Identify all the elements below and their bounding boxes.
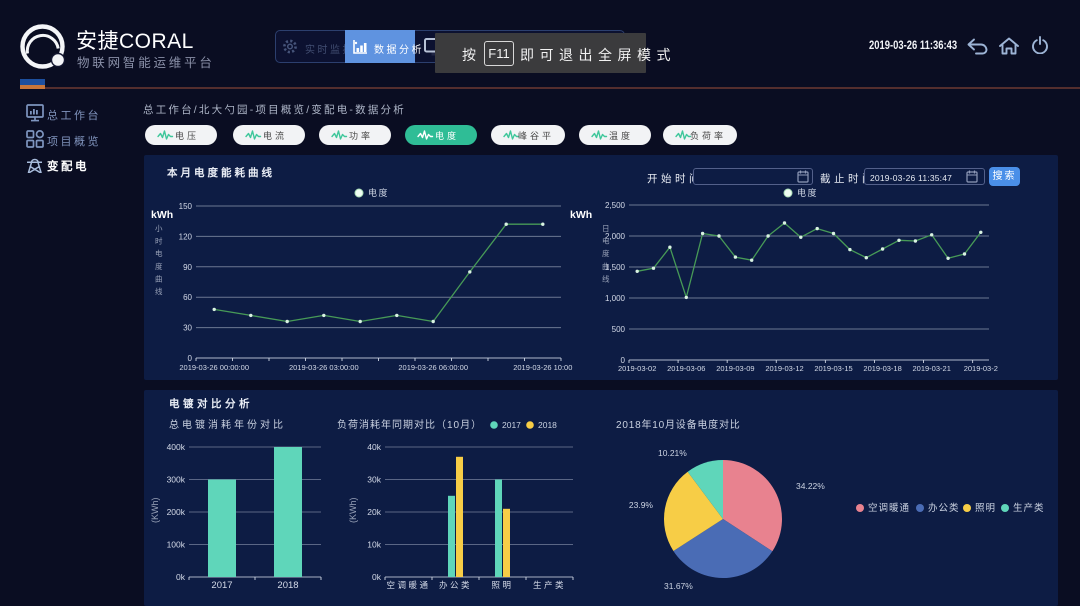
svg-text:电度: 电度: [797, 187, 818, 198]
svg-text:(KWh): (KWh): [348, 498, 358, 524]
svg-text:电度: 电度: [435, 130, 459, 141]
svg-text:20k: 20k: [367, 507, 381, 517]
svg-text:0: 0: [621, 356, 626, 365]
svg-text:300k: 300k: [167, 475, 186, 485]
svg-text:23.9%: 23.9%: [629, 500, 654, 510]
svg-text:2019-03-15: 2019-03-15: [814, 364, 852, 373]
svg-text:电: 电: [602, 236, 610, 246]
svg-text:60: 60: [183, 293, 192, 302]
svg-text:负荷率: 负荷率: [690, 130, 726, 141]
svg-text:34.22%: 34.22%: [796, 481, 825, 491]
svg-text:生产类: 生产类: [1013, 502, 1045, 514]
svg-text:度: 度: [602, 248, 610, 258]
svg-text:电度: 电度: [368, 187, 389, 198]
svg-text:峰谷平: 峰谷平: [518, 131, 554, 141]
svg-text:(KWh): (KWh): [150, 498, 160, 524]
svg-text:电: 电: [155, 248, 163, 258]
svg-text:2019-03-06: 2019-03-06: [667, 364, 705, 373]
svg-text:2019-03-26 06:00:00: 2019-03-26 06:00:00: [398, 363, 468, 372]
svg-text:线: 线: [155, 286, 163, 296]
svg-text:500: 500: [612, 325, 626, 334]
svg-text:总电镀消耗年份对比: 总电镀消耗年份对比: [169, 418, 286, 431]
svg-text:2019-03-26 10:00: 2019-03-26 10:00: [513, 363, 572, 372]
svg-text:2,500: 2,500: [605, 201, 626, 210]
svg-text:100k: 100k: [167, 540, 186, 550]
svg-text:40k: 40k: [367, 442, 381, 452]
svg-text:200k: 200k: [167, 507, 186, 517]
svg-text:kWh: kWh: [151, 209, 173, 221]
svg-text:2019-03-2: 2019-03-2: [964, 364, 998, 373]
svg-text:时: 时: [155, 236, 163, 246]
svg-text:90: 90: [183, 263, 192, 272]
svg-text:曲: 曲: [155, 273, 163, 283]
svg-text:照明: 照明: [491, 580, 513, 590]
svg-text:温度: 温度: [609, 130, 633, 141]
svg-text:2018年10月设备电度对比: 2018年10月设备电度对比: [616, 418, 741, 431]
svg-text:2018: 2018: [277, 580, 298, 591]
svg-text:150: 150: [179, 202, 193, 211]
svg-text:120: 120: [179, 232, 193, 241]
svg-text:kWh: kWh: [570, 209, 592, 221]
svg-text:曲: 曲: [602, 261, 610, 271]
svg-text:0k: 0k: [176, 572, 186, 582]
svg-text:度: 度: [155, 261, 163, 271]
svg-text:2019-03-21: 2019-03-21: [913, 364, 951, 373]
svg-text:2019-03-12: 2019-03-12: [765, 364, 803, 373]
svg-text:电流: 电流: [263, 130, 287, 141]
svg-text:2019-03-26 03:00:00: 2019-03-26 03:00:00: [289, 363, 359, 372]
svg-text:功率: 功率: [349, 130, 373, 141]
svg-text:电压: 电压: [175, 130, 199, 141]
svg-text:空调暖通: 空调暖通: [868, 502, 910, 514]
svg-text:400k: 400k: [167, 442, 186, 452]
svg-text:2017: 2017: [211, 580, 232, 591]
svg-text:日: 日: [602, 224, 610, 233]
svg-text:31.67%: 31.67%: [664, 581, 693, 591]
svg-text:10k: 10k: [367, 540, 381, 550]
svg-text:30: 30: [183, 324, 192, 333]
svg-text:1,000: 1,000: [605, 294, 626, 303]
svg-text:2019-03-09: 2019-03-09: [716, 364, 754, 373]
svg-text:2,000: 2,000: [605, 232, 626, 241]
svg-text:2017: 2017: [502, 420, 521, 430]
svg-text:生产类: 生产类: [533, 580, 566, 590]
svg-text:2019-03-02: 2019-03-02: [618, 364, 656, 373]
svg-text:线: 线: [602, 273, 610, 283]
svg-text:0k: 0k: [372, 572, 382, 582]
svg-text:2019-03-26 00:00:00: 2019-03-26 00:00:00: [179, 363, 249, 372]
svg-text:1,500: 1,500: [605, 263, 626, 272]
svg-text:办公类: 办公类: [928, 502, 960, 514]
svg-text:2019-03-18: 2019-03-18: [863, 364, 901, 373]
svg-text:10.21%: 10.21%: [658, 448, 687, 458]
svg-text:照明: 照明: [975, 503, 996, 514]
svg-text:办公类: 办公类: [439, 580, 472, 590]
svg-text:0: 0: [188, 354, 193, 363]
svg-text:小: 小: [155, 224, 163, 233]
svg-text:30k: 30k: [367, 475, 381, 485]
svg-text:2018: 2018: [538, 420, 557, 430]
svg-text:空调暖通: 空调暖通: [386, 580, 430, 590]
svg-text:负荷消耗年同期对比（10月）: 负荷消耗年同期对比（10月）: [337, 418, 482, 431]
